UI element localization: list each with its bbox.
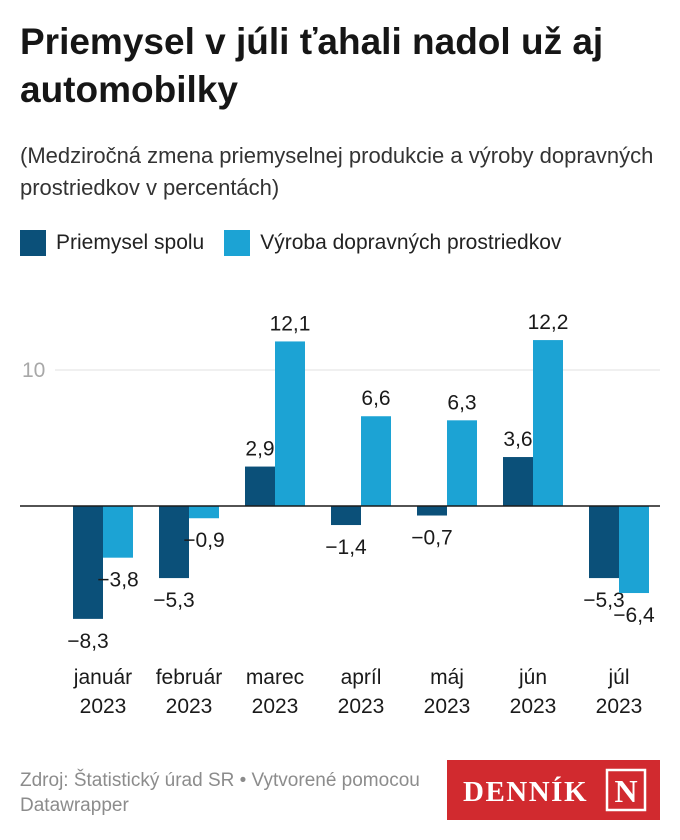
x-tick-label-year-1: 2023	[166, 695, 213, 718]
value-label-series-1-3: −1,4	[325, 536, 367, 559]
legend-swatch-series-1	[20, 230, 46, 256]
x-tick-label-year-5: 2023	[510, 695, 557, 718]
source-note: Zdroj: Štatistický úrad SR • Vytvorené p…	[20, 770, 420, 816]
value-label-series-1-2: 2,9	[245, 438, 274, 461]
logo-graphic: DENNÍK N	[463, 768, 647, 812]
bar-series-1-5	[503, 457, 533, 506]
logo-letter: N	[614, 773, 637, 809]
chart-title: Priemysel v júli ťahali nadol už aj auto…	[20, 21, 604, 110]
legend-item-priemysel-spolu: Priemysel spolu	[20, 230, 204, 256]
logo-text: DENNÍK	[463, 775, 588, 808]
bar-series-2-5	[533, 340, 563, 506]
dennik-n-logo: DENNÍK N	[447, 760, 660, 820]
bar-series-2-3	[361, 416, 391, 506]
value-label-series-2-2: 12,1	[270, 312, 311, 335]
value-label-series-2-1: −0,9	[183, 529, 224, 552]
bar-series-1-1	[159, 506, 189, 579]
bar-series-2-1	[189, 506, 219, 519]
bar-series-2-2	[275, 341, 305, 506]
x-tick-label-month-6: júl	[607, 666, 629, 689]
bar-series-1-3	[331, 506, 361, 526]
value-label-series-1-6: −5,3	[583, 589, 624, 612]
bar-series-2-4	[447, 420, 477, 506]
x-tick-label-year-3: 2023	[338, 695, 385, 718]
legend-label-series-2: Výroba dopravných prostriedkov	[260, 231, 562, 254]
x-tick-label-month-2: marec	[246, 666, 304, 689]
bar-series-2-0	[103, 506, 133, 558]
x-tick-label-month-4: máj	[430, 666, 464, 689]
value-label-series-1-4: −0,7	[411, 527, 452, 550]
x-tick-label-year-6: 2023	[596, 695, 643, 718]
x-tick-label-month-5: jún	[518, 666, 547, 689]
legend-item-vyroba-dopravnych-prostriedkov: Výroba dopravných prostriedkov	[224, 230, 561, 256]
value-label-series-2-0: −3,8	[97, 569, 138, 592]
bar-series-1-4	[417, 506, 447, 516]
value-label-series-2-4: 6,3	[447, 391, 476, 414]
x-tick-label-year-0: 2023	[80, 695, 127, 718]
x-tick-label-year-2: 2023	[252, 695, 299, 718]
x-tick-label-month-3: apríl	[341, 666, 382, 689]
legend: Priemysel spolu Výroba dopravných prostr…	[20, 228, 581, 258]
legend-label-series-1: Priemysel spolu	[56, 231, 205, 254]
x-tick-label-year-4: 2023	[424, 695, 471, 718]
x-tick-label-month-1: február	[156, 666, 223, 689]
logo-frame	[605, 768, 647, 812]
x-tick-label-month-0: január	[73, 666, 132, 689]
value-label-series-2-6: −6,4	[613, 604, 655, 627]
value-label-series-2-3: 6,6	[361, 387, 390, 410]
bar-chart: 10 −8,3 −3,8 január 2023 −5,3 −0,9 február 2023 2…	[20, 311, 660, 718]
legend-swatch-series-2	[224, 230, 251, 256]
value-label-series-2-5: 12,2	[528, 311, 569, 334]
bar-series-1-6	[589, 506, 619, 579]
y-tick-label-0: 10	[22, 359, 45, 382]
value-label-series-1-0: −8,3	[67, 630, 108, 653]
bar-series-1-2	[245, 466, 275, 506]
value-label-series-1-5: 3,6	[503, 428, 532, 451]
bar-series-2-6	[619, 506, 649, 594]
value-label-series-1-1: −5,3	[153, 589, 194, 612]
bar-series-1-0	[73, 506, 103, 619]
chart-subtitle: (Medziročná zmena priemyselnej produkcie…	[20, 143, 654, 200]
